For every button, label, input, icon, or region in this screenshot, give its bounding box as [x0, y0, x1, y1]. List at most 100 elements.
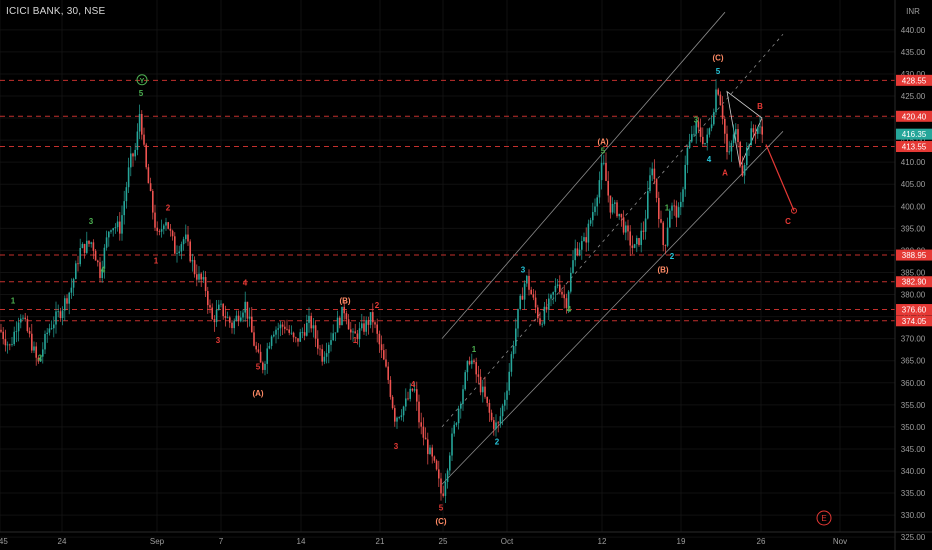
candle-body	[15, 331, 18, 333]
event-marker[interactable]: E	[816, 510, 832, 526]
candle-body	[343, 306, 345, 314]
candle-body	[416, 389, 418, 402]
candle-body	[246, 301, 249, 319]
candle-body	[94, 250, 97, 261]
candle-body	[17, 322, 20, 332]
price-label-text: 416.35	[902, 130, 927, 139]
candle-body	[356, 333, 359, 340]
candle-body	[743, 165, 746, 176]
candle-body	[253, 332, 255, 346]
candle-body	[200, 273, 202, 280]
wave-label: 4	[411, 380, 416, 389]
candle-body	[737, 129, 739, 143]
candle-body	[270, 336, 273, 346]
candle-body	[64, 298, 66, 311]
candle-body	[235, 315, 238, 321]
candle-body	[541, 323, 543, 325]
candle-body	[389, 379, 392, 397]
candle-body	[48, 328, 51, 333]
candle-body	[405, 398, 407, 407]
symbol-title[interactable]: ICICI BANK, 30, NSE	[6, 6, 106, 17]
candle-body	[185, 234, 187, 240]
wave-label-circle	[136, 74, 148, 86]
price-label-box	[896, 128, 932, 140]
candle-body	[244, 301, 246, 313]
candle-body	[6, 344, 9, 346]
candle-body	[587, 223, 590, 243]
candle-body	[649, 175, 651, 191]
candle-body	[182, 239, 185, 245]
candle-body	[697, 121, 700, 128]
candle-body	[537, 307, 539, 319]
candle-body	[471, 360, 473, 365]
candle-body	[589, 220, 592, 224]
candle-body	[413, 389, 416, 391]
candle-body	[600, 162, 603, 181]
wave-label: 5	[439, 504, 444, 513]
candle-body	[158, 231, 161, 232]
candle-body	[728, 151, 730, 153]
wave-label: 5	[139, 89, 144, 98]
candle-body	[504, 399, 506, 406]
candle-body	[517, 309, 519, 329]
time-axis-ticks[interactable]: 3:45 24 Sep 7 14 21 25 Oct 12 19 26 Nov	[0, 537, 847, 546]
candle-body	[154, 212, 156, 228]
candle-body	[704, 143, 706, 145]
wave-label: 2	[166, 204, 171, 213]
candle-body	[431, 447, 433, 457]
candle-body	[79, 248, 81, 265]
candle-body	[561, 291, 563, 295]
candle-body	[286, 328, 288, 330]
candle-body	[268, 345, 271, 349]
candle-body	[433, 456, 436, 461]
candle-body	[92, 242, 95, 251]
currency-label: INR	[906, 7, 920, 16]
candle-body	[147, 167, 150, 184]
candle-body	[466, 361, 469, 373]
candle-body	[119, 221, 121, 234]
candle-body	[442, 493, 444, 496]
candle-body	[255, 345, 257, 350]
candle-body	[242, 312, 244, 318]
candle-body	[673, 205, 675, 207]
price-axis-background	[895, 0, 932, 550]
candle-body	[204, 277, 207, 292]
candle-body	[130, 153, 132, 168]
candle-body	[609, 195, 612, 213]
candle-body	[479, 376, 482, 393]
candle-body	[677, 207, 680, 218]
candle-body	[655, 179, 658, 198]
candle-body	[739, 142, 741, 166]
candle-body	[264, 363, 266, 370]
price-tick-label: 430.00	[901, 70, 926, 79]
candle-body	[61, 310, 64, 319]
candle-body	[28, 331, 31, 334]
price-label-text: 420.40	[902, 112, 927, 121]
candle-body	[748, 145, 750, 148]
candle-body	[759, 126, 761, 128]
price-axis-ticks[interactable]: 325.00 330.00 335.00 340.00 345.00 350.00 355.…	[901, 26, 926, 542]
candle-body	[350, 329, 352, 333]
price-label-text: 376.60	[902, 306, 927, 315]
candle-body	[636, 238, 638, 245]
candle-body	[453, 424, 455, 434]
candle-body	[198, 273, 200, 280]
candle-body	[510, 354, 513, 372]
candle-body	[418, 401, 420, 423]
candle-body	[391, 396, 394, 409]
candle-body	[125, 187, 128, 202]
price-tick-label: 425.00	[901, 92, 926, 101]
price-tick-label: 405.00	[901, 180, 926, 189]
candle-body	[449, 455, 451, 471]
candle-body	[658, 197, 660, 220]
candle-body	[237, 315, 240, 322]
candle-body	[231, 322, 233, 329]
candle-body	[488, 402, 491, 413]
candle-body	[53, 324, 55, 329]
candle-body	[66, 298, 68, 304]
candle-body	[429, 447, 431, 455]
candle-body	[693, 133, 695, 135]
candle-body	[103, 247, 106, 269]
